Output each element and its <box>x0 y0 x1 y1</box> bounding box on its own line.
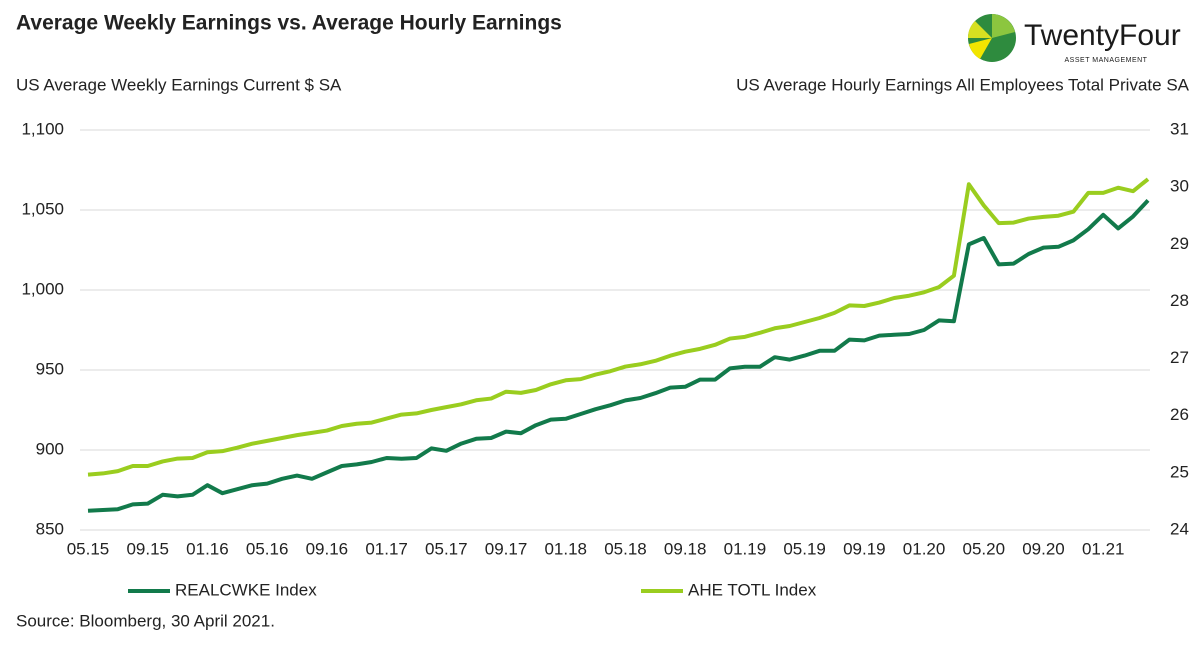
y2-tick-label: 29 <box>1170 234 1189 253</box>
source: Source: Bloomberg, 30 April 2021. <box>16 611 275 630</box>
y-axis-label: US Average Weekly Earnings Current $ SA <box>16 75 342 94</box>
x-tick-label: 01.17 <box>365 539 408 558</box>
y2-tick-label: 24 <box>1170 519 1189 538</box>
x-tick-label: 09.17 <box>485 539 528 558</box>
y-tick-label: 1,050 <box>21 199 64 218</box>
logo-name: TwentyFour <box>1024 19 1181 52</box>
chart-title: Average Weekly Earnings vs. Average Hour… <box>16 12 562 35</box>
logo-segment <box>967 21 992 38</box>
y-tick-label: 900 <box>36 439 64 458</box>
legend-label: AHE TOTL Index <box>688 580 817 599</box>
x-tick-label: 05.20 <box>963 539 1006 558</box>
y2-tick-label: 28 <box>1170 291 1189 310</box>
series-line <box>87 199 1150 513</box>
x-tick-label: 05.17 <box>425 539 468 558</box>
logo: TwentyFour ASSET MANAGEMENT <box>967 14 1181 64</box>
y2-tick-label: 25 <box>1170 462 1189 481</box>
x-tick-label: 01.18 <box>544 539 587 558</box>
x-tick-label: 01.16 <box>186 539 229 558</box>
x-tick-label: 01.19 <box>724 539 767 558</box>
x-tick-label: 09.20 <box>1022 539 1065 558</box>
logo-segment <box>969 38 992 59</box>
x-tick-label: 05.19 <box>783 539 826 558</box>
x-tick-label: 09.18 <box>664 539 707 558</box>
y-tick-label: 1,100 <box>21 119 64 138</box>
y-tick-label: 1,000 <box>21 279 64 298</box>
legend-label: REALCWKE Index <box>175 580 317 599</box>
y2-tick-label: 31 <box>1170 119 1189 138</box>
x-tick-label: 05.16 <box>246 539 289 558</box>
y2-tick-label: 30 <box>1170 177 1189 196</box>
y-tick-label: 850 <box>36 519 64 538</box>
x-tick-label: 09.16 <box>306 539 349 558</box>
x-tick-label: 05.18 <box>604 539 647 558</box>
x-tick-label: 09.19 <box>843 539 886 558</box>
y2-axis-label: US Average Hourly Earnings All Employees… <box>736 75 1190 94</box>
y2-tick-label: 26 <box>1170 405 1189 424</box>
y2-tick-label: 27 <box>1170 348 1189 367</box>
logo-tagline: ASSET MANAGEMENT <box>1065 57 1148 64</box>
x-tick-label: 01.20 <box>903 539 946 558</box>
series-line <box>87 177 1150 477</box>
x-tick-label: 09.15 <box>126 539 169 558</box>
logo-segment <box>992 14 1015 38</box>
x-tick-label: 01.21 <box>1082 539 1125 558</box>
x-tick-label: 05.15 <box>67 539 110 558</box>
y-tick-label: 950 <box>36 359 64 378</box>
